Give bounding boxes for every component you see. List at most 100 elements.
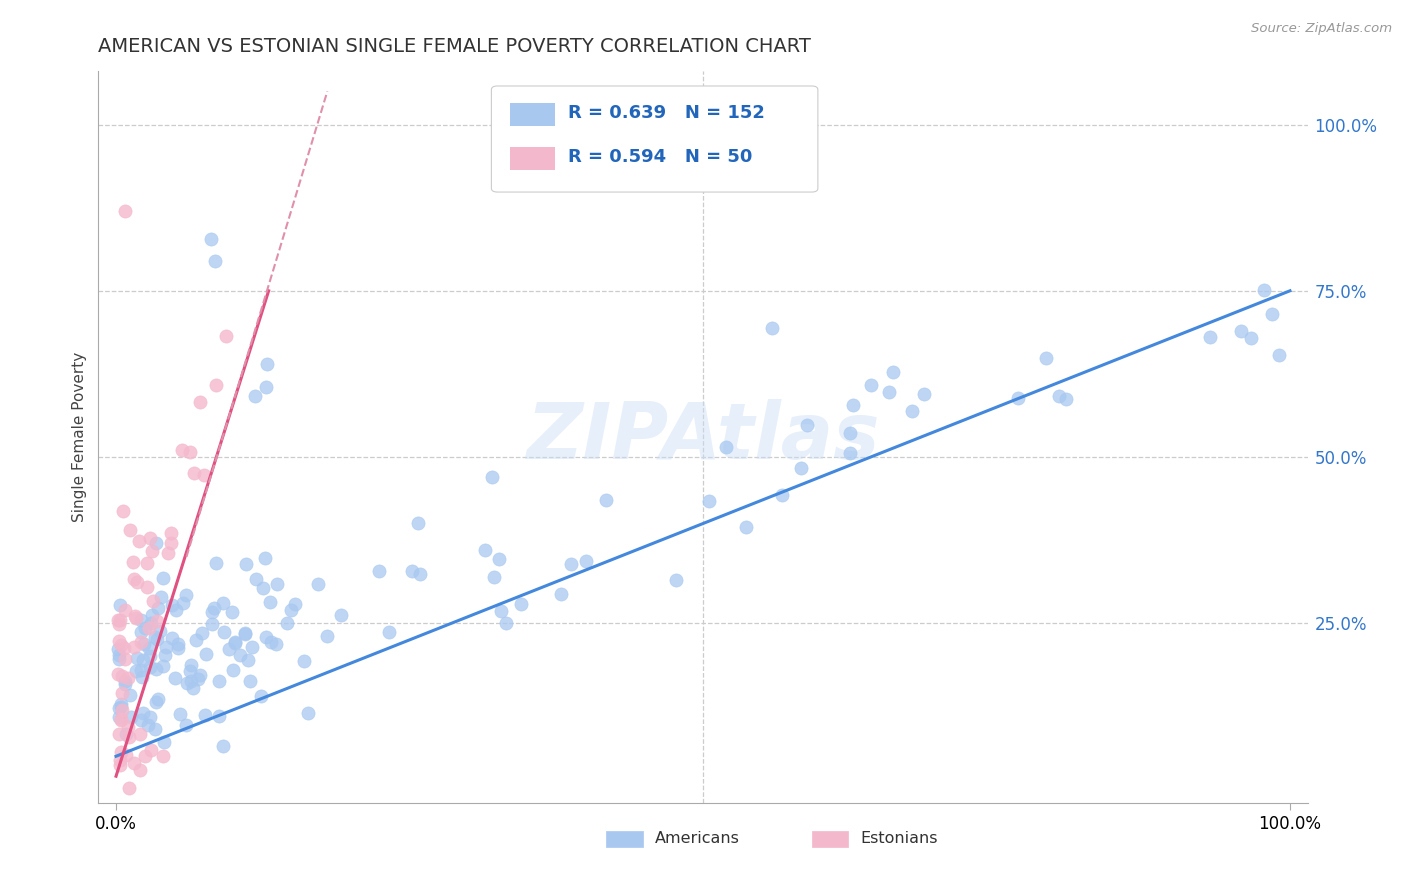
Point: [129, 635, 152, 649]
Bar: [811, 830, 848, 847]
Point: [141, 544, 163, 558]
Point: [117, 720, 139, 734]
Point: [1054, 392, 1077, 407]
Point: [110, 745, 132, 759]
Point: [141, 607, 163, 622]
Point: [110, 712, 132, 726]
Point: [134, 749, 156, 764]
Point: [108, 709, 131, 723]
Point: [215, 329, 238, 343]
Point: [108, 613, 131, 627]
Point: [152, 659, 174, 673]
Point: [276, 615, 298, 630]
Point: [142, 594, 165, 608]
Point: [789, 461, 811, 475]
Point: [200, 232, 222, 246]
Point: [120, 524, 142, 538]
Point: [761, 320, 783, 334]
Point: [166, 637, 188, 651]
Point: [186, 632, 208, 647]
Point: [901, 404, 924, 418]
Point: [266, 577, 288, 591]
Point: [169, 706, 191, 721]
Point: [122, 572, 145, 586]
Point: [180, 658, 202, 673]
Point: [259, 595, 281, 609]
Bar: [606, 830, 643, 847]
Point: [110, 638, 132, 652]
Point: [264, 637, 287, 651]
Point: [260, 634, 283, 648]
Point: [221, 605, 243, 619]
Point: [108, 648, 131, 662]
Point: [111, 685, 134, 699]
Point: [136, 580, 159, 594]
Point: [224, 635, 246, 649]
Point: [152, 571, 174, 585]
Point: [141, 742, 163, 756]
Point: [110, 713, 132, 727]
Point: [107, 617, 129, 632]
Point: [735, 520, 758, 534]
Point: [252, 581, 274, 595]
Point: [194, 707, 217, 722]
Point: [139, 531, 162, 545]
Point: [495, 616, 517, 631]
Point: [111, 703, 134, 717]
Point: [107, 633, 129, 648]
Point: [839, 425, 862, 440]
Point: [292, 654, 315, 668]
Point: [107, 613, 129, 627]
Point: [877, 384, 900, 399]
Point: [146, 614, 169, 628]
Point: [110, 669, 132, 683]
Point: [125, 610, 148, 624]
Point: [108, 599, 131, 613]
Point: [165, 602, 187, 616]
Point: [595, 492, 617, 507]
Point: [131, 706, 153, 720]
Point: [205, 377, 228, 392]
Point: [474, 542, 496, 557]
Point: [155, 640, 177, 654]
Point: [1253, 283, 1275, 297]
Point: [165, 671, 187, 685]
Point: [253, 551, 276, 566]
Point: [179, 445, 201, 459]
Point: [796, 417, 818, 432]
Point: [195, 647, 218, 661]
Point: [115, 727, 138, 741]
Point: [132, 637, 155, 651]
Point: [842, 398, 865, 412]
Point: [509, 597, 531, 611]
Point: [117, 672, 139, 686]
Point: [560, 557, 582, 571]
Point: [129, 613, 152, 627]
Point: [204, 254, 226, 268]
Point: [1268, 348, 1291, 362]
Point: [202, 600, 225, 615]
Point: [212, 625, 235, 640]
Bar: [509, 146, 555, 170]
Point: [108, 727, 131, 741]
Point: [122, 756, 145, 770]
Point: [218, 641, 240, 656]
Point: [176, 675, 198, 690]
Point: [191, 625, 214, 640]
Text: AMERICAN VS ESTONIAN SINGLE FEMALE POVERTY CORRELATION CHART: AMERICAN VS ESTONIAN SINGLE FEMALE POVER…: [98, 37, 811, 56]
Point: [236, 653, 259, 667]
Point: [129, 663, 152, 677]
Point: [145, 630, 167, 644]
Point: [138, 640, 160, 655]
Point: [1199, 330, 1222, 344]
Point: [129, 624, 152, 639]
Point: [108, 652, 131, 666]
Point: [138, 621, 160, 635]
Point: [122, 640, 145, 655]
Point: [141, 616, 163, 631]
Point: [770, 488, 793, 502]
Point: [297, 706, 319, 721]
Point: [118, 780, 141, 795]
Point: [240, 640, 263, 655]
Point: [212, 739, 235, 753]
